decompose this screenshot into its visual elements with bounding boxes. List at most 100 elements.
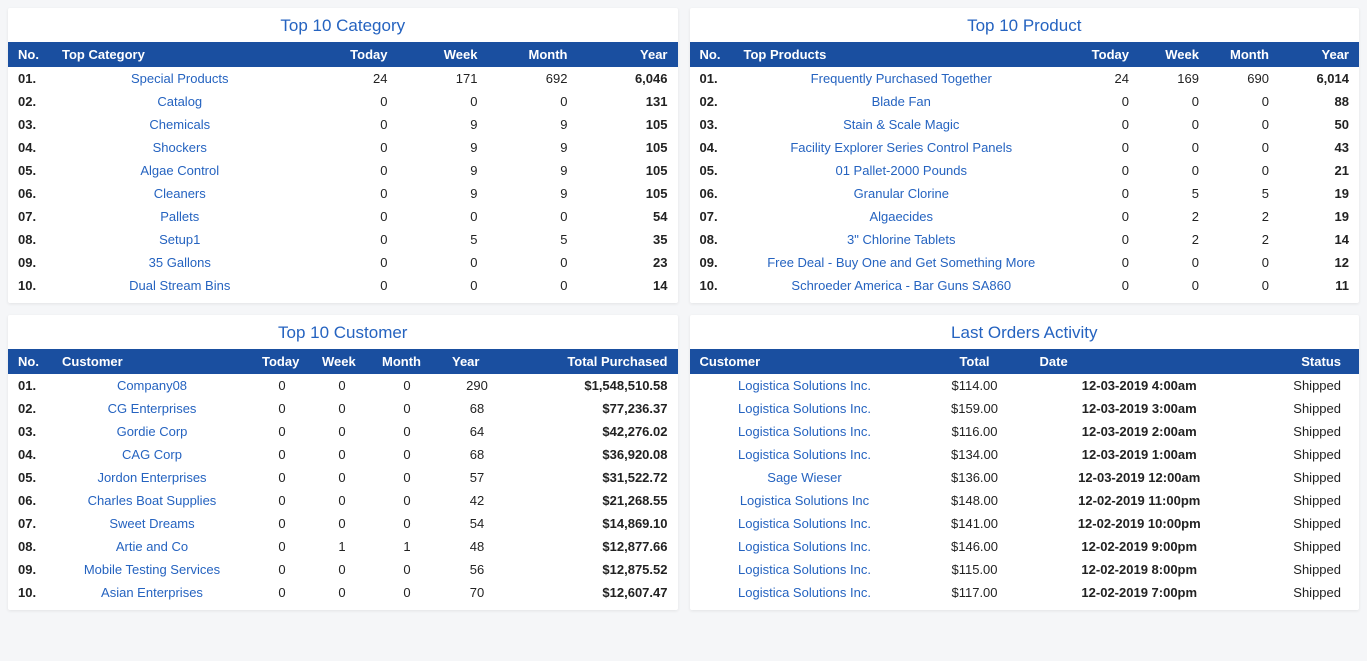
order-customer-link[interactable]: Logistica Solutions Inc. xyxy=(690,374,920,397)
order-customer-link[interactable]: Logistica Solutions Inc. xyxy=(690,558,920,581)
customer-link[interactable]: Mobile Testing Services xyxy=(52,558,252,581)
category-link[interactable]: Chemicals xyxy=(52,113,308,136)
orders-table: Customer Total Date Status Logistica Sol… xyxy=(690,349,1360,604)
cell-total: $134.00 xyxy=(920,443,1030,466)
row-number: 04. xyxy=(690,136,734,159)
product-link[interactable]: 3" Chlorine Tablets xyxy=(734,228,1070,251)
customer-link[interactable]: Jordon Enterprises xyxy=(52,466,252,489)
table-row: 09.Mobile Testing Services00056$12,875.5… xyxy=(8,558,678,581)
cell-week: 5 xyxy=(1139,182,1209,205)
row-number: 05. xyxy=(8,159,52,182)
cell-date: 12-03-2019 2:00am xyxy=(1030,420,1250,443)
cell-year: 35 xyxy=(578,228,678,251)
col-status: Status xyxy=(1249,349,1359,374)
cell-year: 105 xyxy=(578,136,678,159)
col-year: Year xyxy=(1279,42,1359,67)
customer-link[interactable]: Gordie Corp xyxy=(52,420,252,443)
cell-year: 19 xyxy=(1279,182,1359,205)
cell-today: 0 xyxy=(1069,251,1139,274)
cell-status: Shipped xyxy=(1249,512,1359,535)
category-link[interactable]: Pallets xyxy=(52,205,308,228)
col-total: Total xyxy=(920,349,1030,374)
row-number: 01. xyxy=(8,67,52,90)
cell-week: 0 xyxy=(398,251,488,274)
category-link[interactable]: 35 Gallons xyxy=(52,251,308,274)
table-row: 10.Asian Enterprises00070$12,607.47 xyxy=(8,581,678,604)
product-link[interactable]: Frequently Purchased Together xyxy=(734,67,1070,90)
product-link[interactable]: Schroeder America - Bar Guns SA860 xyxy=(734,274,1070,297)
cell-week: 0 xyxy=(312,397,372,420)
table-row: 02.Catalog000131 xyxy=(8,90,678,113)
cell-month: 5 xyxy=(1209,182,1279,205)
cell-status: Shipped xyxy=(1249,466,1359,489)
table-row: Logistica Solutions Inc.$114.0012-03-201… xyxy=(690,374,1360,397)
customer-link[interactable]: Company08 xyxy=(52,374,252,397)
product-table: No. Top Products Today Week Month Year 0… xyxy=(690,42,1360,297)
cell-week: 2 xyxy=(1139,228,1209,251)
category-link[interactable]: Setup1 xyxy=(52,228,308,251)
cell-total: $77,236.37 xyxy=(512,397,678,420)
customer-link[interactable]: Artie and Co xyxy=(52,535,252,558)
cell-month: 0 xyxy=(488,205,578,228)
order-customer-link[interactable]: Logistica Solutions Inc. xyxy=(690,535,920,558)
cell-total: $21,268.55 xyxy=(512,489,678,512)
row-number: 04. xyxy=(8,443,52,466)
cell-week: 0 xyxy=(1139,90,1209,113)
col-month: Month xyxy=(372,349,442,374)
table-row: 01.Special Products241716926,046 xyxy=(8,67,678,90)
cell-week: 9 xyxy=(398,159,488,182)
cell-date: 12-03-2019 3:00am xyxy=(1030,397,1250,420)
row-number: 02. xyxy=(8,397,52,420)
row-number: 01. xyxy=(8,374,52,397)
category-link[interactable]: Dual Stream Bins xyxy=(52,274,308,297)
cell-date: 12-03-2019 1:00am xyxy=(1030,443,1250,466)
cell-month: 0 xyxy=(1209,274,1279,297)
table-row: 07.Algaecides02219 xyxy=(690,205,1360,228)
order-customer-link[interactable]: Logistica Solutions Inc. xyxy=(690,581,920,604)
cell-today: 0 xyxy=(252,512,312,535)
category-link[interactable]: Cleaners xyxy=(52,182,308,205)
cell-year: 43 xyxy=(1279,136,1359,159)
cell-week: 0 xyxy=(1139,113,1209,136)
product-link[interactable]: Facility Explorer Series Control Panels xyxy=(734,136,1070,159)
customer-link[interactable]: Charles Boat Supplies xyxy=(52,489,252,512)
customer-link[interactable]: Asian Enterprises xyxy=(52,581,252,604)
order-customer-link[interactable]: Sage Wieser xyxy=(690,466,920,489)
cell-today: 0 xyxy=(252,558,312,581)
col-year: Year xyxy=(578,42,678,67)
customer-link[interactable]: Sweet Dreams xyxy=(52,512,252,535)
row-number: 10. xyxy=(8,581,52,604)
category-link[interactable]: Catalog xyxy=(52,90,308,113)
order-customer-link[interactable]: Logistica Solutions Inc. xyxy=(690,397,920,420)
col-month: Month xyxy=(488,42,578,67)
cell-total: $12,607.47 xyxy=(512,581,678,604)
customer-link[interactable]: CAG Corp xyxy=(52,443,252,466)
col-week: Week xyxy=(312,349,372,374)
product-link[interactable]: Free Deal - Buy One and Get Something Mo… xyxy=(734,251,1070,274)
order-customer-link[interactable]: Logistica Solutions Inc. xyxy=(690,420,920,443)
customer-link[interactable]: CG Enterprises xyxy=(52,397,252,420)
cell-year: 6,014 xyxy=(1279,67,1359,90)
cell-month: 9 xyxy=(488,136,578,159)
product-link[interactable]: Algaecides xyxy=(734,205,1070,228)
order-customer-link[interactable]: Logistica Solutions Inc. xyxy=(690,512,920,535)
product-link[interactable]: 01 Pallet-2000 Pounds xyxy=(734,159,1070,182)
row-number: 06. xyxy=(8,489,52,512)
cell-total: $12,875.52 xyxy=(512,558,678,581)
product-link[interactable]: Granular Clorine xyxy=(734,182,1070,205)
cell-status: Shipped xyxy=(1249,374,1359,397)
order-customer-link[interactable]: Logistica Solutions Inc. xyxy=(690,443,920,466)
category-link[interactable]: Shockers xyxy=(52,136,308,159)
category-link[interactable]: Special Products xyxy=(52,67,308,90)
category-link[interactable]: Algae Control xyxy=(52,159,308,182)
product-link[interactable]: Blade Fan xyxy=(734,90,1070,113)
cell-week: 0 xyxy=(312,558,372,581)
cell-week: 0 xyxy=(312,581,372,604)
product-link[interactable]: Stain & Scale Magic xyxy=(734,113,1070,136)
order-customer-link[interactable]: Logistica Solutions Inc xyxy=(690,489,920,512)
cell-today: 0 xyxy=(308,159,398,182)
row-number: 08. xyxy=(8,535,52,558)
table-row: Logistica Solutions Inc.$146.0012-02-201… xyxy=(690,535,1360,558)
row-number: 08. xyxy=(8,228,52,251)
panel-top-product: Top 10 Product No. Top Products Today We… xyxy=(690,8,1360,303)
